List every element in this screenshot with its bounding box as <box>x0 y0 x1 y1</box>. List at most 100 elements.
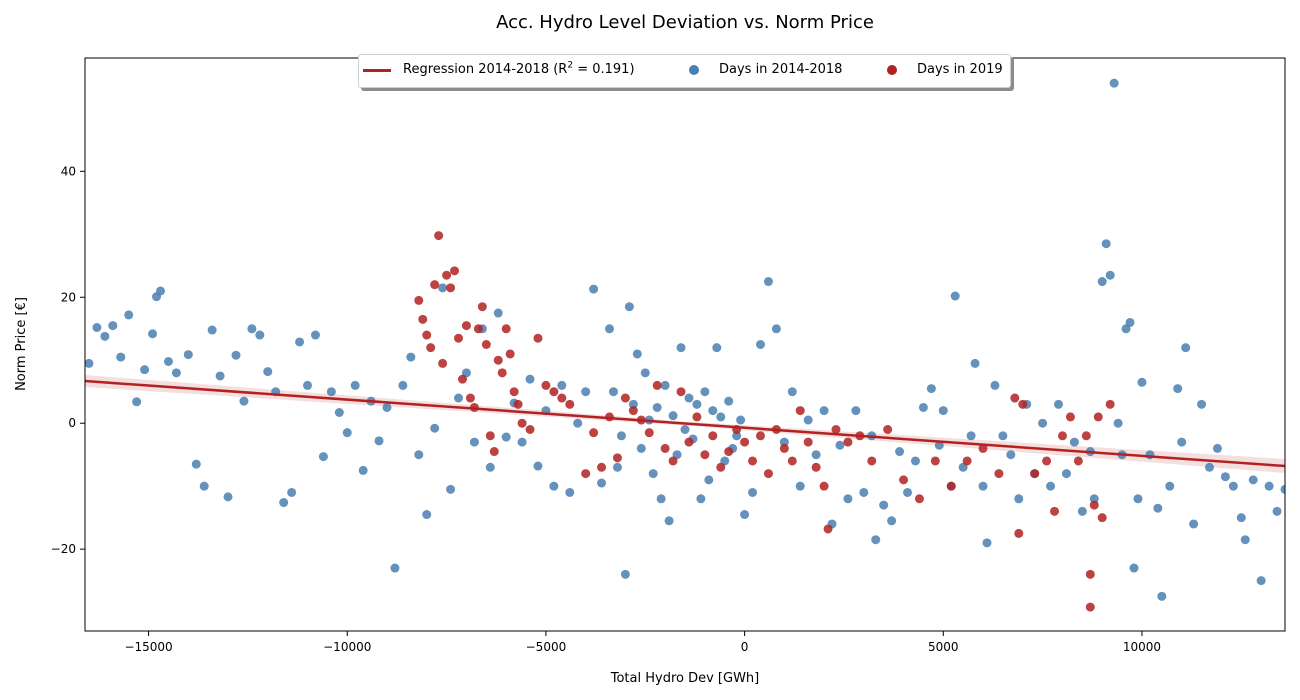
scatter-point <box>473 324 483 334</box>
scatter-point <box>461 321 471 331</box>
scatter-point <box>1073 456 1083 466</box>
scatter-point <box>795 481 805 491</box>
scatter-point <box>557 380 567 390</box>
scatter-point <box>660 443 670 453</box>
scatter-point <box>465 393 475 403</box>
scatter-point <box>883 425 893 435</box>
scatter-point <box>501 432 511 442</box>
scatter-point <box>565 399 575 409</box>
scatter-point <box>1046 481 1056 491</box>
scatter-point <box>632 349 642 359</box>
scatter-point <box>708 406 718 416</box>
scatter-point <box>489 447 499 457</box>
scatter-point <box>171 368 181 378</box>
scatter-point <box>819 481 829 491</box>
scatter-point <box>628 399 638 409</box>
scatter-point <box>481 340 491 349</box>
scatter-point <box>616 431 626 441</box>
scatter-point <box>811 462 821 472</box>
scatter-point <box>589 428 599 438</box>
scatter-point <box>1014 528 1024 538</box>
x-tick-label: 10000 <box>1123 640 1161 654</box>
scatter-point <box>263 367 273 377</box>
scatter-point <box>612 453 622 463</box>
scatter-point <box>1256 576 1266 586</box>
scatter-point <box>525 374 535 384</box>
scatter-point <box>740 437 750 447</box>
scatter-point <box>982 538 992 548</box>
scatter-point <box>310 330 320 340</box>
scatter-point <box>712 343 722 353</box>
scatter-point <box>736 415 746 425</box>
scatter-point <box>1097 513 1107 523</box>
scatter-point <box>1038 418 1048 428</box>
scatter-point <box>493 355 503 365</box>
scatter-point <box>644 428 654 438</box>
y-axis: −20 0 20 40 <box>51 164 85 556</box>
scatter-point <box>231 350 241 360</box>
scatter-point <box>708 431 718 441</box>
scatter-point <box>295 337 305 347</box>
legend-series-a-label: Days in 2014-2018 <box>719 62 843 77</box>
scatter-point <box>660 380 670 390</box>
scatter-point <box>903 487 913 497</box>
scatter-point <box>1081 431 1091 441</box>
scatter-point <box>549 387 559 397</box>
scatter-point <box>716 412 726 422</box>
scatter-point <box>648 469 658 479</box>
legend-regression-swatch <box>363 69 391 72</box>
scatter-point <box>1236 513 1246 523</box>
scatter-point <box>1109 78 1119 88</box>
scatter-point <box>1101 239 1111 249</box>
scatter-point <box>597 462 607 472</box>
scatter-point <box>1014 494 1024 504</box>
scatter-point <box>676 343 686 353</box>
x-tick-label: −15000 <box>124 640 172 654</box>
scatter-point <box>700 387 710 397</box>
scatter-point <box>994 469 1004 479</box>
scatter-point <box>1010 393 1020 403</box>
scatter-point <box>1173 384 1183 394</box>
scatter-point <box>1093 412 1103 422</box>
scatter-point <box>859 487 869 497</box>
scatter-point <box>867 456 877 466</box>
scatter-point <box>668 411 678 421</box>
scatter-point <box>255 330 265 340</box>
scatter-point <box>990 380 1000 390</box>
scatter-point <box>279 498 289 508</box>
scatter-point <box>382 402 392 412</box>
chart-title: Acc. Hydro Level Deviation vs. Norm Pric… <box>496 12 874 33</box>
plot-area <box>84 57 1286 632</box>
scatter-point <box>763 469 773 479</box>
scatter-point <box>664 516 674 526</box>
scatter-point <box>509 387 519 397</box>
scatter-point <box>398 380 408 390</box>
legend-series-b-swatch <box>887 65 897 75</box>
scatter-point <box>1153 503 1163 513</box>
scatter-point <box>1054 399 1064 409</box>
scatter-point <box>525 425 535 435</box>
scatter-point <box>700 450 710 460</box>
scatter-point <box>1105 270 1115 280</box>
scatter-point <box>438 358 448 368</box>
scatter-point <box>1228 481 1238 491</box>
scatter-point <box>608 387 618 397</box>
scatter-point <box>748 456 758 466</box>
scatter-point <box>446 283 456 293</box>
scatter-point <box>620 393 630 403</box>
scatter-point <box>485 431 495 441</box>
scatter-point <box>215 371 225 381</box>
legend-series-a-swatch <box>689 65 699 75</box>
scatter-point <box>191 459 201 469</box>
scatter-point <box>724 447 734 457</box>
y-tick-label: −20 <box>51 542 76 556</box>
scatter-point <box>1061 469 1071 479</box>
regression-line <box>85 379 1285 468</box>
scatter-point <box>454 333 464 343</box>
scatter-point <box>652 380 662 390</box>
scatter-point <box>692 399 702 409</box>
scatter-point <box>740 510 750 520</box>
scatter-point <box>573 418 583 428</box>
legend-regression-label: Regression 2014-2018 (R2 = 0.191) <box>403 60 635 77</box>
